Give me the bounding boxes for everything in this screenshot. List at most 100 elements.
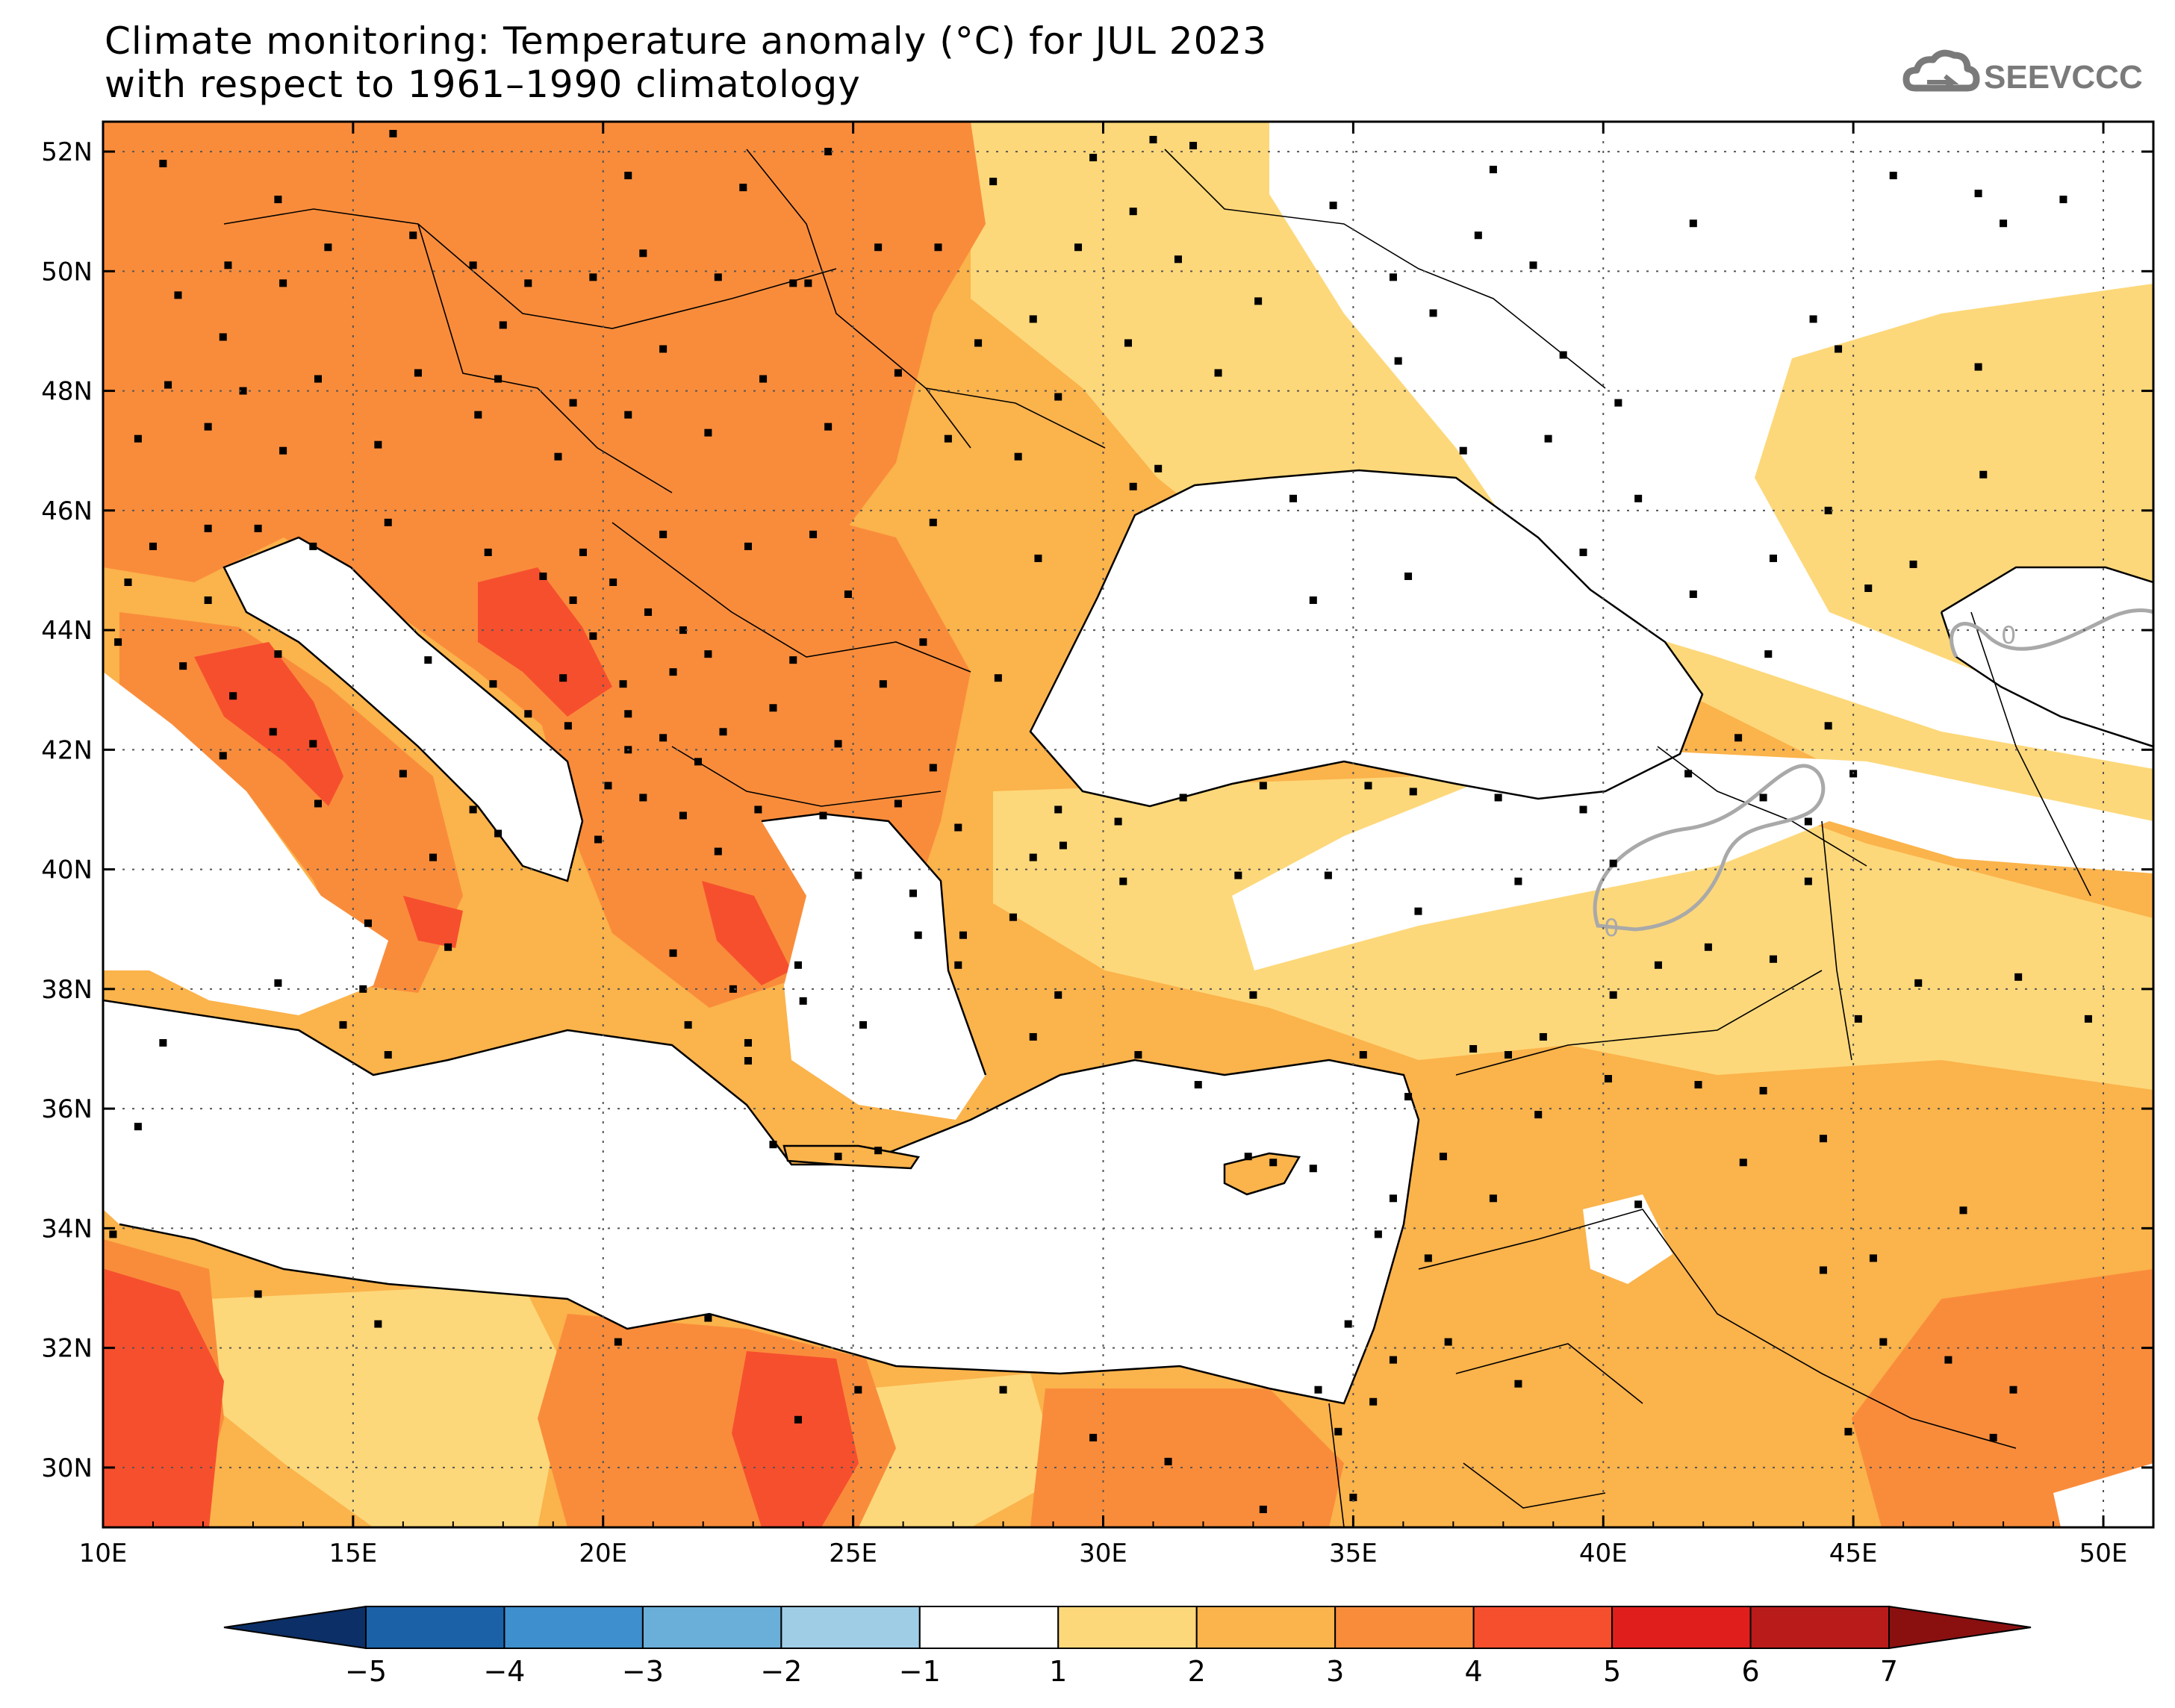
station-marker	[929, 764, 937, 772]
station-marker	[1269, 1159, 1278, 1167]
station-marker	[1404, 572, 1413, 580]
station-marker	[269, 728, 277, 736]
station-marker	[669, 949, 677, 957]
station-marker	[659, 734, 668, 742]
lon-tick-label: 20E	[579, 1539, 627, 1568]
station-marker	[1684, 770, 1693, 778]
station-marker	[444, 943, 452, 951]
station-marker	[619, 680, 627, 688]
station-marker	[1114, 817, 1122, 826]
station-marker	[1314, 1386, 1322, 1394]
zero-contour-label-east: 0	[2001, 621, 2016, 649]
station-marker	[1164, 1457, 1172, 1465]
colorbar-segment	[1749, 1606, 1890, 1649]
station-marker	[539, 572, 547, 580]
station-marker	[1244, 1153, 1252, 1161]
station-marker	[1514, 1380, 1522, 1388]
station-marker	[1634, 494, 1643, 502]
colorbar-segment	[1611, 1606, 1752, 1649]
lon-tick-label: 30E	[1079, 1539, 1127, 1568]
station-marker	[1835, 345, 1843, 353]
lat-tick-label: 30N	[41, 1453, 93, 1483]
station-marker	[384, 518, 392, 526]
cyprus	[1223, 1152, 1301, 1196]
station-marker	[659, 345, 668, 353]
station-marker	[384, 1050, 392, 1059]
station-marker	[694, 758, 703, 766]
station-marker	[1579, 548, 1587, 556]
station-marker	[894, 369, 902, 377]
station-marker	[1734, 734, 1743, 742]
station-marker	[1309, 596, 1317, 605]
station-marker	[174, 291, 182, 299]
station-marker	[729, 985, 737, 993]
station-marker	[1989, 1433, 1997, 1441]
station-marker	[1054, 805, 1062, 814]
station-marker	[989, 178, 998, 186]
station-marker	[1544, 434, 1552, 443]
station-marker	[644, 608, 653, 617]
station-marker	[1029, 853, 1037, 861]
station-marker	[1944, 1356, 1952, 1364]
station-marker	[1634, 1200, 1643, 1209]
anomaly-region-4-5-italy	[194, 642, 343, 806]
station-marker	[219, 752, 227, 760]
station-marker	[1374, 1230, 1382, 1238]
station-marker	[594, 835, 603, 844]
station-marker	[1529, 261, 1537, 269]
colorbar-segment	[503, 1606, 644, 1649]
station-marker	[134, 434, 142, 443]
aegean-sea	[762, 814, 986, 1120]
station-marker	[179, 662, 187, 670]
station-marker	[819, 811, 827, 820]
station-marker	[1414, 907, 1422, 915]
station-marker	[754, 805, 762, 814]
station-marker	[794, 961, 802, 969]
station-marker	[274, 650, 282, 658]
colorbar-label: 4	[1465, 1655, 1483, 1688]
station-marker	[769, 1141, 777, 1149]
station-marker	[339, 1020, 347, 1029]
zero-contour-caspian	[1950, 608, 2153, 658]
station-marker	[609, 578, 617, 586]
colorbar-segment	[918, 1606, 1060, 1649]
station-marker	[2009, 1386, 2017, 1394]
anomaly-region-4-5-serbia	[478, 567, 612, 717]
station-marker	[1459, 446, 1467, 455]
station-marker	[424, 656, 432, 664]
station-marker	[1824, 506, 1832, 514]
station-marker	[704, 1314, 712, 1322]
station-marker	[794, 1415, 802, 1424]
station-marker	[204, 423, 212, 431]
station-marker	[374, 1320, 382, 1328]
station-marker	[359, 985, 367, 993]
station-marker	[554, 452, 562, 461]
station-marker	[1134, 1050, 1142, 1059]
lat-tick-label: 32N	[41, 1334, 93, 1364]
station-marker	[744, 542, 752, 550]
colorbar-label: −3	[622, 1655, 664, 1688]
station-marker	[524, 710, 532, 718]
station-marker	[1154, 464, 1163, 473]
station-marker	[204, 596, 212, 605]
station-marker	[2000, 219, 2008, 228]
station-marker	[1689, 590, 1697, 599]
station-marker	[274, 979, 282, 987]
station-marker	[1059, 841, 1067, 850]
station-marker	[639, 249, 647, 258]
station-marker	[1089, 154, 1098, 162]
station-marker	[1194, 1081, 1202, 1089]
station-marker	[469, 805, 477, 814]
station-marker	[314, 375, 322, 383]
station-marker	[474, 411, 482, 419]
station-marker	[974, 339, 983, 347]
station-marker	[309, 740, 317, 748]
station-marker	[1614, 399, 1622, 407]
station-marker	[1149, 136, 1157, 144]
station-marker	[1309, 1165, 1317, 1173]
station-marker	[494, 375, 502, 383]
station-marker	[739, 184, 747, 192]
station-marker	[879, 680, 887, 688]
station-marker	[1489, 1194, 1497, 1203]
